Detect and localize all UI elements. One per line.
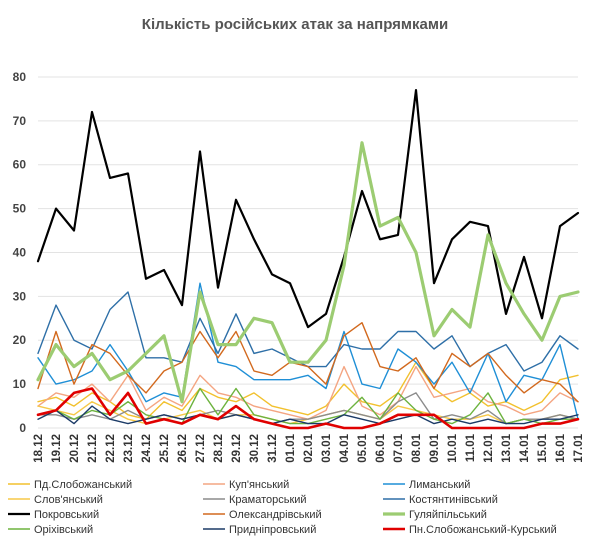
- legend-label: Костянтинівський: [409, 494, 498, 506]
- x-tick-label: 21.12: [87, 434, 99, 463]
- legend-label: Олександрівський: [229, 509, 322, 521]
- y-axis: 0 10 20 30 40 50 60 70 80: [13, 70, 27, 435]
- series-line-2: [37, 282, 579, 420]
- legend-label: Гуляйпільський: [409, 509, 487, 521]
- x-tick-label: 06.01: [375, 433, 387, 462]
- legend-label: Лиманський: [409, 479, 470, 491]
- y-tick-label: 50: [13, 202, 27, 216]
- x-tick-label: 17.01: [573, 433, 585, 462]
- x-tick-label: 11.01: [465, 433, 477, 462]
- chart-title: Кількість російських атак за напрямками: [142, 16, 448, 33]
- x-tick-label: 07.01: [393, 433, 405, 462]
- x-tick-label: 12.01: [483, 433, 495, 462]
- x-tick-label: 18.12: [33, 434, 45, 463]
- series-line-4: [37, 392, 579, 425]
- y-tick-label: 0: [19, 421, 26, 435]
- legend-label: Придніпровський: [229, 524, 316, 536]
- x-tick-label: 01.01: [285, 433, 297, 462]
- y-tick-label: 40: [13, 245, 27, 259]
- x-tick-label: 09.01: [429, 433, 441, 462]
- x-tick-label: 15.01: [537, 433, 549, 462]
- x-tick-label: 30.12: [249, 434, 261, 463]
- series-line-11: [36, 387, 580, 430]
- y-tick-label: 70: [13, 114, 27, 128]
- series-line-0: [37, 361, 579, 420]
- series-line-10: [37, 405, 579, 425]
- x-tick-label: 28.12: [213, 434, 225, 463]
- x-tick-label: 14.01: [519, 433, 531, 462]
- legend: Пд.Слобожанський Куп'янський Лиманський Сло…: [8, 479, 557, 536]
- x-tick-label: 13.01: [501, 433, 513, 462]
- y-tick-label: 10: [13, 377, 27, 391]
- series-line-5: [37, 291, 579, 372]
- y-tick-label: 60: [13, 158, 27, 172]
- x-tick-label: 25.12: [159, 434, 171, 463]
- series-line-8: [36, 141, 580, 404]
- x-tick-label: 23.12: [123, 434, 135, 463]
- y-tick-label: 80: [13, 70, 27, 84]
- legend-label: Пд.Слобожанський: [34, 479, 132, 491]
- series-lines: [36, 88, 580, 430]
- x-tick-label: 10.01: [447, 433, 459, 462]
- x-tick-label: 08.01: [411, 433, 423, 462]
- legend-label: Слов'янський: [34, 494, 103, 506]
- x-tick-label: 16.01: [555, 433, 567, 462]
- x-tick-label: 19.12: [51, 434, 63, 463]
- legend-label: Пн.Слобожанський-Курський: [409, 524, 557, 536]
- legend-label: Покровський: [34, 509, 99, 521]
- x-tick-label: 02.01: [303, 433, 315, 462]
- series-line-9: [37, 387, 579, 425]
- x-tick-label: 27.12: [195, 434, 207, 463]
- series-line-6: [36, 88, 580, 329]
- y-tick-label: 30: [13, 289, 27, 303]
- x-tick-label: 03.01: [321, 433, 333, 462]
- legend-label: Краматорський: [229, 494, 307, 506]
- x-axis: 18.12 19.12 20.12 21.12 22.12 23.12 24.12 25.12…: [33, 433, 585, 462]
- series-line-7: [37, 322, 579, 403]
- x-tick-label: 26.12: [177, 434, 189, 463]
- x-tick-label: 24.12: [141, 434, 153, 463]
- x-tick-label: 05.01: [357, 433, 369, 462]
- legend-label: Куп'янський: [229, 479, 289, 491]
- grid: [38, 76, 578, 429]
- x-tick-label: 04.01: [339, 433, 351, 462]
- y-tick-label: 20: [13, 333, 27, 347]
- legend-label: Оріхівський: [34, 524, 93, 536]
- x-tick-label: 31.12: [267, 434, 279, 463]
- x-tick-label: 22.12: [105, 434, 117, 463]
- x-tick-label: 29.12: [231, 434, 243, 463]
- x-tick-label: 20.12: [69, 434, 81, 463]
